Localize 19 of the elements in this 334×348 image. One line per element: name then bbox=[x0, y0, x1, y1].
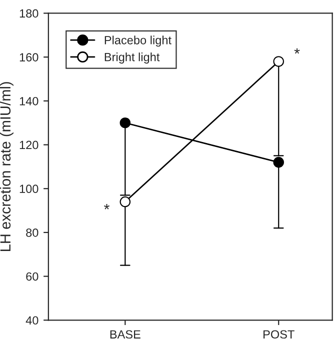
point bbox=[273, 56, 284, 67]
x-tick-label: POST bbox=[264, 330, 294, 339]
legend-label: Placebo light bbox=[104, 36, 172, 47]
y-tick-label: 100 bbox=[20, 184, 38, 194]
y-tick-label: 180 bbox=[20, 9, 38, 18]
y-tick-label: 140 bbox=[20, 96, 38, 106]
legend-label: Bright light bbox=[104, 52, 160, 64]
annotation: * bbox=[294, 48, 300, 54]
annotation: * bbox=[104, 204, 110, 210]
y-tick-label: 80 bbox=[26, 228, 38, 237]
y-tick-label: 40 bbox=[26, 316, 38, 325]
x-tick-label: BASE bbox=[110, 330, 140, 339]
point bbox=[120, 117, 131, 128]
y-tick-label: 60 bbox=[26, 272, 38, 281]
point bbox=[120, 196, 131, 208]
y-tick-label: 160 bbox=[20, 53, 38, 62]
y-tick-label: 120 bbox=[20, 140, 38, 150]
y-axis-title: LH excretion rate (mIU/ml) bbox=[0, 82, 14, 251]
point bbox=[273, 156, 284, 168]
